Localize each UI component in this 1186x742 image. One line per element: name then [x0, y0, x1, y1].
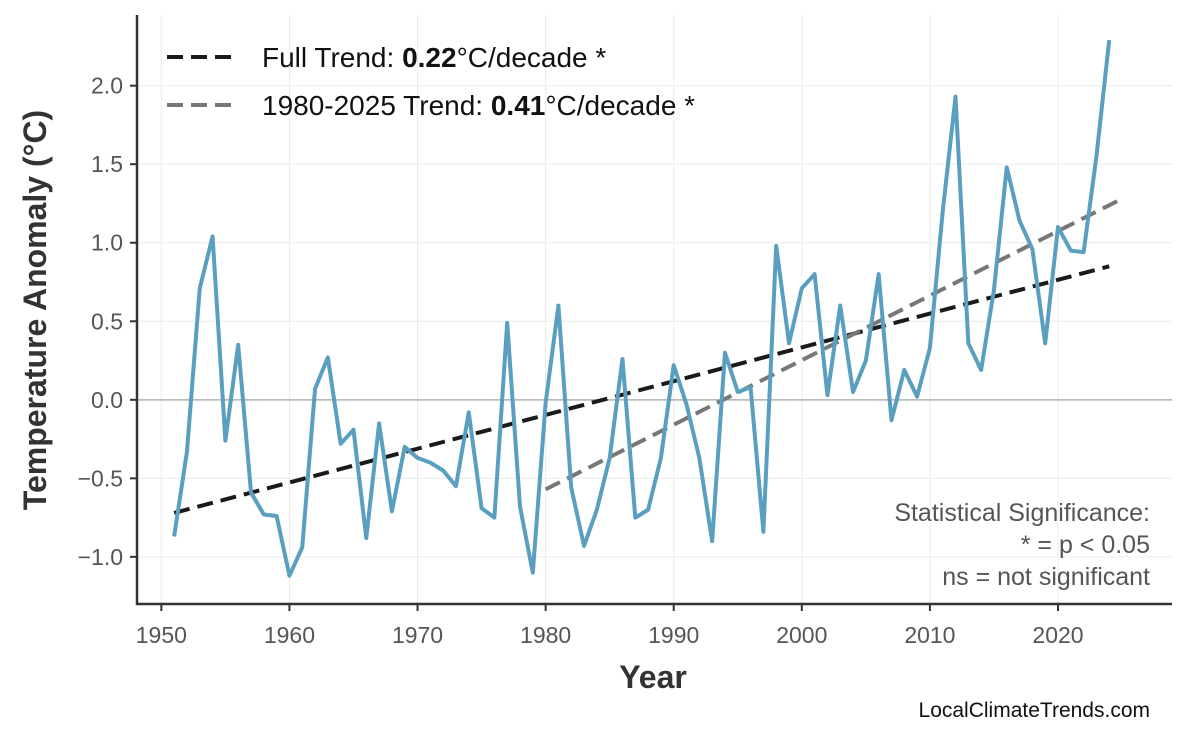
x-tick-label: 1980: [520, 622, 571, 648]
legend: Full Trend: 0.22°C/decade *1980-2025 Tre…: [167, 42, 695, 121]
y-tick-label: 1.5: [91, 151, 123, 177]
legend-label-prefix: 1980-2025 Trend:: [262, 90, 491, 121]
trend-line: [173, 264, 1110, 515]
x-tick-label: 1950: [136, 622, 187, 648]
legend-label-suffix: °C/decade *: [457, 42, 607, 73]
series: [172, 39, 1112, 578]
x-ticks: 1950 1960 1970 1980 1990 2000 2010 2020: [136, 604, 1084, 648]
y-tick-label: −1.0: [78, 544, 123, 570]
y-tick-label: 0.0: [91, 387, 123, 413]
annotation-line: Statistical Significance:: [894, 499, 1150, 527]
x-tick-label: 2000: [776, 622, 827, 648]
y-tick-label: 1.0: [91, 230, 123, 256]
x-tick-label: 2010: [904, 622, 955, 648]
anomaly-line: [172, 39, 1112, 578]
legend-trend-value: 0.41: [491, 90, 546, 121]
legend-label-prefix: Full Trend:: [262, 42, 402, 73]
y-tick-label: 2.0: [91, 73, 123, 99]
y-tick-label: 0.5: [91, 308, 123, 334]
trend-lines: [173, 196, 1123, 515]
x-tick-label: 1990: [648, 622, 699, 648]
y-axis-label: Temperature Anomaly (°C): [17, 110, 53, 510]
legend-label: 1980-2025 Trend: 0.41°C/decade *: [262, 90, 695, 121]
x-tick-label: 1960: [264, 622, 315, 648]
x-tick-label: 2020: [1032, 622, 1083, 648]
legend-trend-value: 0.22: [402, 42, 457, 73]
annotation-line: ns = not significant: [942, 563, 1150, 591]
annotation-line: * = p < 0.05: [1021, 531, 1150, 559]
x-axis-label: Year: [619, 659, 687, 695]
x-tick-label: 1970: [392, 622, 443, 648]
legend-label-suffix: °C/decade *: [545, 90, 695, 121]
axes: [135, 15, 1172, 606]
legend-label: Full Trend: 0.22°C/decade *: [262, 42, 606, 73]
significance-annotation: Statistical Significance: * = p < 0.05 n…: [894, 499, 1150, 591]
y-tick-label: −0.5: [78, 465, 123, 491]
watermark: LocalClimateTrends.com: [919, 699, 1150, 722]
y-ticks: −1.0 −0.5 0.0 0.5 1.0 1.5 2.0: [78, 73, 137, 570]
